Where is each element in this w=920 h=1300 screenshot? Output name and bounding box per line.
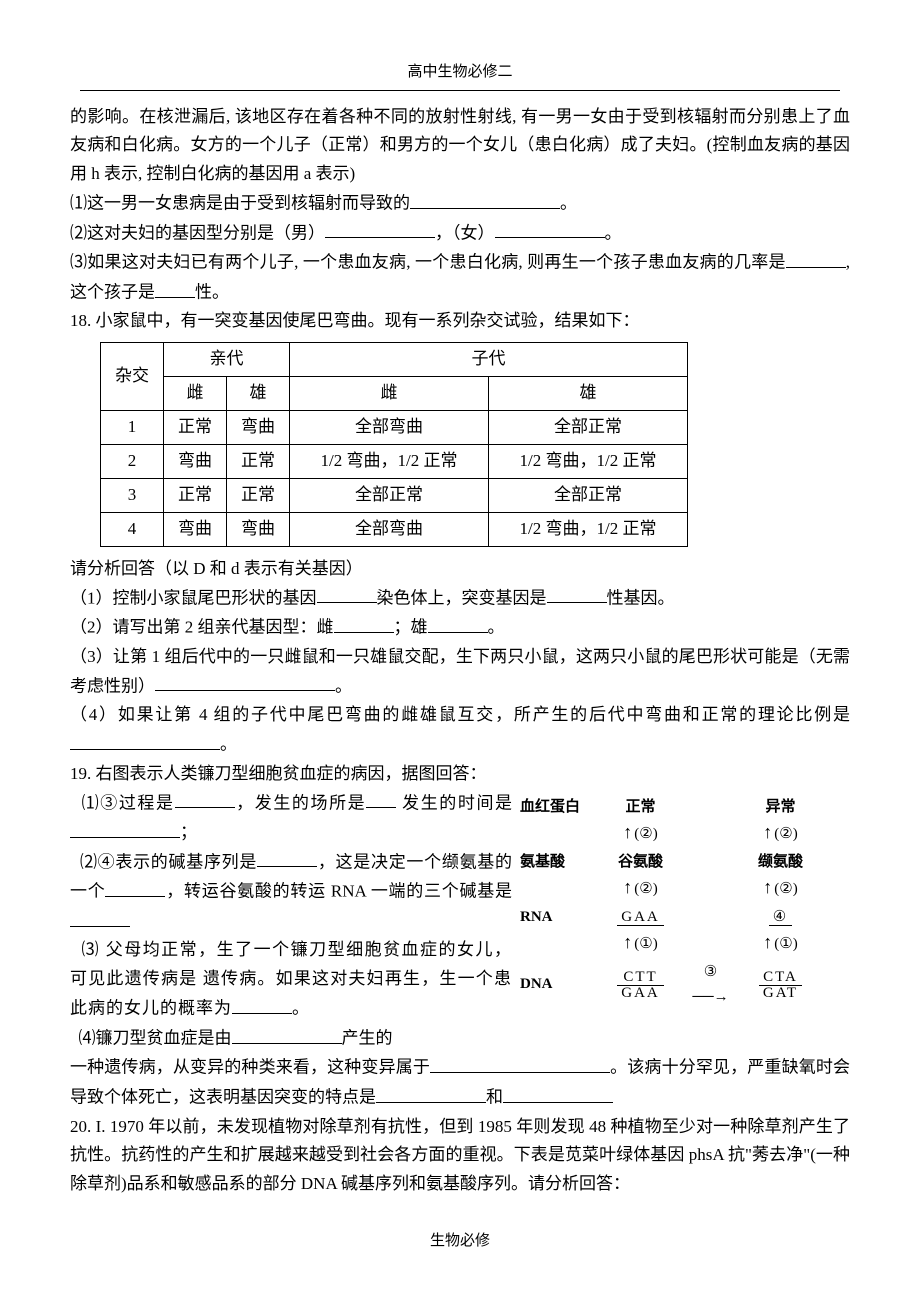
fig-col-l: 正常 xyxy=(625,799,655,815)
q17-sub3-a: ⑶如果这对夫妇已有两个儿子, 一个患血友病, 一个患白化病, 则再生一个孩子患血… xyxy=(70,253,786,272)
table-head-row: 杂交 亲代 子代 xyxy=(101,343,688,377)
q17-sub3: ⑶如果这对夫妇已有两个儿子, 一个患血友病, 一个患白化病, 则再生一个孩子患血… xyxy=(70,248,850,307)
q19-s4: ⑷镰刀型贫血症是由产生的 xyxy=(70,1024,512,1054)
fig-a3l: (①) xyxy=(634,936,657,952)
fig-row1-label: 血红蛋白 xyxy=(520,795,598,821)
q19-blank-3 xyxy=(232,994,292,1014)
q19-intro: 19. 右图表示人类镰刀型细胞贫血症的病因，据图回答： xyxy=(70,760,850,789)
q19-blank-t3 xyxy=(503,1083,613,1103)
q17-blank-3b xyxy=(155,278,195,298)
fig-row3-label: RNA xyxy=(520,905,598,931)
table-row: 2弯曲正常1/2 弯曲，1/2 正常1/2 弯曲，1/2 正常 xyxy=(101,445,688,479)
fig-row4-label: DNA xyxy=(520,972,598,998)
fig-a1l: (②) xyxy=(634,826,657,842)
th-parent: 亲代 xyxy=(164,343,290,377)
q19-blank-4 xyxy=(232,1024,342,1044)
q18-s1: （1）控制小家鼠尾巴形状的基因染色体上，突变基因是性基因。 xyxy=(70,584,850,614)
page: 高中生物必修二 的影响。在核泄漏后, 该地区存在着各种不同的放射性射线, 有一男… xyxy=(0,0,920,1295)
q19-blank-1a xyxy=(175,789,235,809)
arrow-up-icon: ↑ xyxy=(623,878,632,896)
q18-blank-2b xyxy=(428,613,488,633)
q18-blank-2a xyxy=(334,613,394,633)
table-row: 4弯曲弯曲全部弯曲1/2 弯曲，1/2 正常 xyxy=(101,512,688,546)
table-head-row2: 雌 雄 雌 雄 xyxy=(101,377,688,411)
fig-a1r: (②) xyxy=(774,826,797,842)
q17-blank-2a xyxy=(325,219,435,239)
q18-s3: （3）让第 1 组后代中的一只雌鼠和一只雄鼠交配，生下两只小鼠，这两只小鼠的尾巴… xyxy=(70,643,850,701)
q18-intro: 18. 小家鼠中，有一突变基因使尾巴弯曲。现有一系列杂交试验，结果如下： xyxy=(70,307,850,336)
fig-aa-r: 缬氨酸 xyxy=(758,854,803,870)
arrow-up-icon: ↑ xyxy=(763,878,772,896)
th-cm: 雄 xyxy=(489,377,688,411)
q18-s2: （2）请写出第 2 组亲代基因型：雌；雄。 xyxy=(70,613,850,643)
q19-blank-2c xyxy=(70,907,130,927)
th-pm: 雄 xyxy=(227,377,290,411)
q18-blank-4 xyxy=(70,730,220,750)
arrow-up-icon: ↑ xyxy=(623,823,632,841)
q19-blank-1b xyxy=(366,789,396,809)
fig-a4: ③──→ xyxy=(683,960,738,1011)
q19-s3: ⑶ 父母均正常，生了一个镰刀型细胞贫血症的女儿，可见此遗传病是 遗传病。如果这对… xyxy=(70,936,512,1023)
arrow-up-icon: ↑ xyxy=(763,933,772,951)
fig-row2-label: 氨基酸 xyxy=(520,850,598,876)
q17-sub2-a: ⑵这对夫妇的基因型分别是（男） xyxy=(70,223,325,242)
q18-s4: （4）如果让第 4 组的子代中尾巴弯曲的雌雄鼠互交，所产生的后代中弯曲和正常的理… xyxy=(70,701,850,759)
q17-blank-1 xyxy=(410,189,560,209)
fig-rna-r: ④ xyxy=(769,909,792,926)
q17-blank-3a xyxy=(786,248,846,268)
fig-dna-l: CTT GAA xyxy=(617,970,664,1001)
q17-sub1: ⑴这一男一女患病是由于受到核辐射而导致的 。 xyxy=(70,189,850,219)
q18-blank-1a xyxy=(317,584,377,604)
q17-blank-2b xyxy=(495,219,605,239)
table-row: 1正常弯曲全部弯曲全部正常 xyxy=(101,411,688,445)
q18-blank-3 xyxy=(155,672,335,692)
q17-sub2: ⑵这对夫妇的基因型分别是（男） ，（女） 。 xyxy=(70,219,850,249)
fig-a2r: (②) xyxy=(774,881,797,897)
q17-sub2-b: ，（女） xyxy=(435,223,495,242)
q19-blank-t1 xyxy=(430,1053,610,1073)
q18-after: 请分析回答（以 D 和 d 表示有关基因） xyxy=(70,555,850,584)
fig-a3r: (①) xyxy=(774,936,797,952)
th-cross: 杂交 xyxy=(101,343,164,411)
table-row: 3正常正常全部正常全部正常 xyxy=(101,478,688,512)
q19-s1: ⑴③过程是，发生的场所是 发生的时间是； xyxy=(70,789,512,848)
q19-s2: ⑵④表示的碱基序列是，这是决定一个缬氨基的一个，转运谷氨酸的转运 RNA 一端的… xyxy=(70,848,512,937)
q19-text: ⑴③过程是，发生的场所是 发生的时间是； ⑵④表示的碱基序列是，这是决定一个缬氨… xyxy=(70,789,520,1054)
fig-rna-l: GAA xyxy=(617,909,664,926)
q19-wrap: ⑴③过程是，发生的场所是 发生的时间是； ⑵④表示的碱基序列是，这是决定一个缬氨… xyxy=(70,789,850,1054)
q19-tail: 一种遗传病，从变异的种类来看，这种变异属于。该病十分罕见，严重缺氧时会导致个体死… xyxy=(70,1053,850,1112)
q19-blank-2b xyxy=(105,877,165,897)
th-pf: 雌 xyxy=(164,377,227,411)
q18-table: 杂交 亲代 子代 雌 雄 雌 雄 1正常弯曲全部弯曲全部正常 2弯曲正常1/2 … xyxy=(100,342,688,546)
q18-blank-1b xyxy=(547,584,607,604)
q20-text: 20. I. 1970 年以前，未发现植物对除草剂有抗性，但到 1985 年则发… xyxy=(70,1113,850,1200)
fig-dna-r: CTA GAT xyxy=(759,970,802,1001)
q17-sub2-c: 。 xyxy=(605,223,622,242)
q19-blank-1c xyxy=(70,818,180,838)
header-underline xyxy=(80,90,840,91)
page-header-title: 高中生物必修二 xyxy=(70,60,850,86)
th-child: 子代 xyxy=(290,343,688,377)
fig-a2l: (②) xyxy=(634,881,657,897)
arrow-up-icon: ↑ xyxy=(763,823,772,841)
q17-context: 的影响。在核泄漏后, 该地区存在着各种不同的放射性射线, 有一男一女由于受到核辐… xyxy=(70,103,850,190)
q19-blank-2a xyxy=(257,848,317,868)
q17-sub1-a: ⑴这一男一女患病是由于受到核辐射而导致的 xyxy=(70,194,410,213)
page-footer: 生物必修 xyxy=(70,1229,850,1255)
th-cf: 雌 xyxy=(290,377,489,411)
q17-sub3-c: 性。 xyxy=(195,283,229,302)
q17-sub1-b: 。 xyxy=(560,194,577,213)
q19-blank-t2 xyxy=(376,1083,486,1103)
q19-figure: 血红蛋白 正常 异常 ↑(②) ↑(②) 氨基酸 谷氨酸 缬氨酸 ↑(②) xyxy=(520,789,850,1013)
fig-aa-l: 谷氨酸 xyxy=(618,854,663,870)
arrow-up-icon: ↑ xyxy=(623,933,632,951)
fig-col-r: 异常 xyxy=(765,799,795,815)
